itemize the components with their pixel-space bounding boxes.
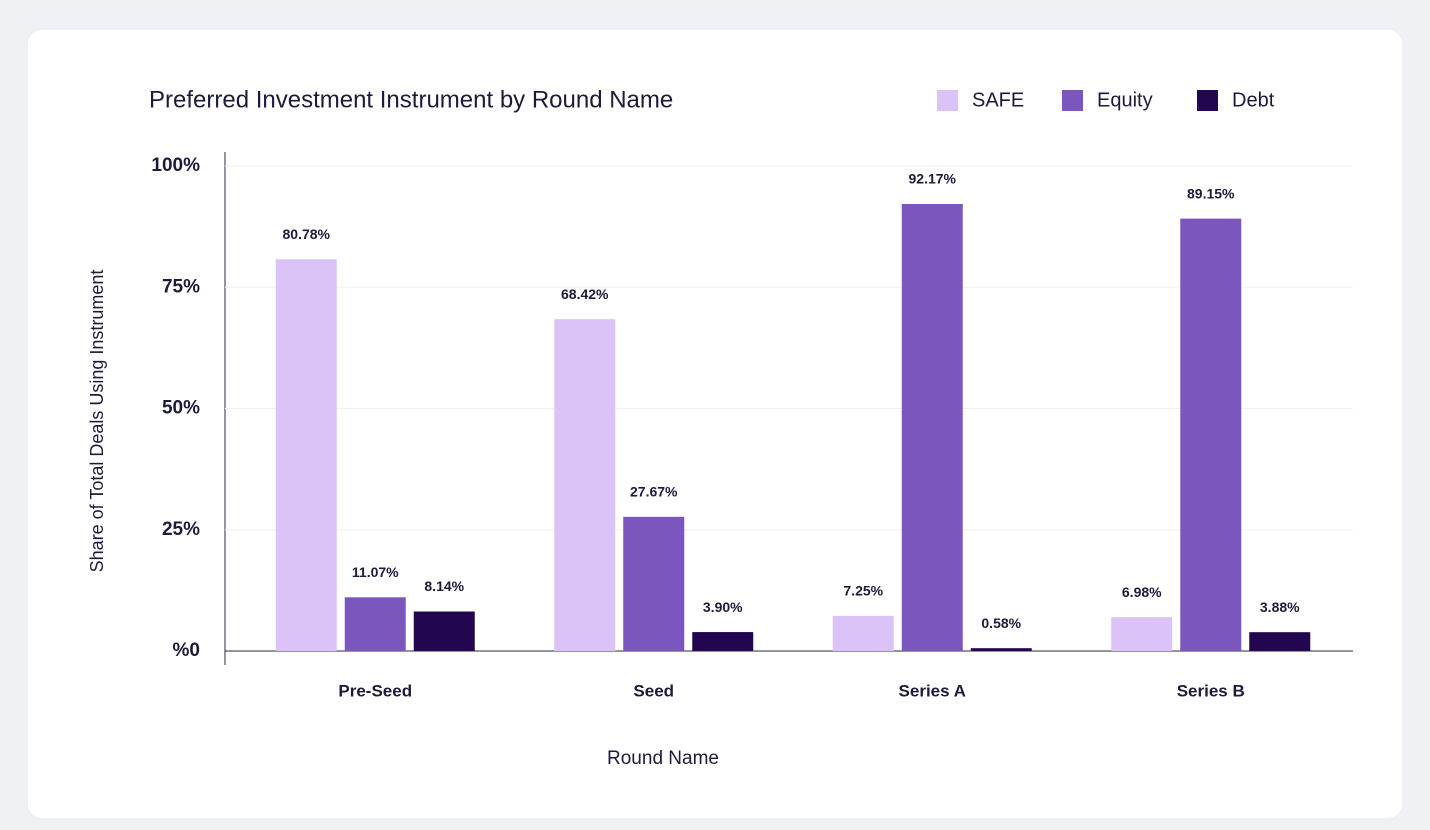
- y-tick-label: %0: [173, 640, 200, 661]
- y-tick-label: 25%: [162, 519, 200, 540]
- bar: [275, 259, 337, 651]
- bar: [623, 516, 685, 651]
- value-label: 92.17%: [909, 171, 957, 187]
- value-label: 68.42%: [561, 286, 609, 302]
- x-tick-label: Pre-Seed: [338, 681, 412, 700]
- legend-label: Equity: [1097, 89, 1153, 111]
- bar: [692, 632, 754, 651]
- value-label: 8.14%: [424, 578, 464, 594]
- x-axis-label: Round Name: [607, 748, 719, 769]
- bar: [344, 597, 406, 651]
- chart-title: Preferred Investment Instrument by Round…: [149, 86, 673, 113]
- x-tick-label: Series A: [899, 681, 966, 700]
- bar: [901, 203, 963, 651]
- value-label: 7.25%: [843, 583, 883, 599]
- bar: [1180, 218, 1242, 651]
- legend-label: Debt: [1232, 89, 1275, 111]
- bar: [970, 648, 1032, 651]
- bar: [1249, 632, 1311, 651]
- x-tick-label: Series B: [1177, 681, 1245, 700]
- bar: [413, 611, 475, 651]
- y-tick-label: 75%: [162, 276, 200, 297]
- value-label: 89.15%: [1187, 185, 1235, 201]
- value-label: 11.07%: [352, 564, 399, 580]
- value-label: 6.98%: [1122, 584, 1162, 600]
- legend-swatch: [1197, 90, 1218, 111]
- value-label: 3.88%: [1260, 599, 1300, 615]
- bar: [1111, 617, 1173, 651]
- legend-swatch: [937, 90, 958, 111]
- bar: [832, 615, 894, 651]
- y-tick-label: 50%: [162, 398, 200, 419]
- y-axis-label: Share of Total Deals Using Instrument: [87, 270, 107, 573]
- value-label: 3.90%: [703, 599, 743, 615]
- legend-swatch: [1062, 90, 1083, 111]
- x-tick-label: Seed: [633, 681, 674, 700]
- card: [28, 30, 1402, 818]
- y-tick-label: 100%: [151, 155, 200, 176]
- value-label: 80.78%: [283, 226, 331, 242]
- value-label: 27.67%: [630, 484, 678, 500]
- legend-label: SAFE: [972, 89, 1024, 111]
- bar: [554, 319, 616, 651]
- value-label: 0.58%: [981, 615, 1021, 631]
